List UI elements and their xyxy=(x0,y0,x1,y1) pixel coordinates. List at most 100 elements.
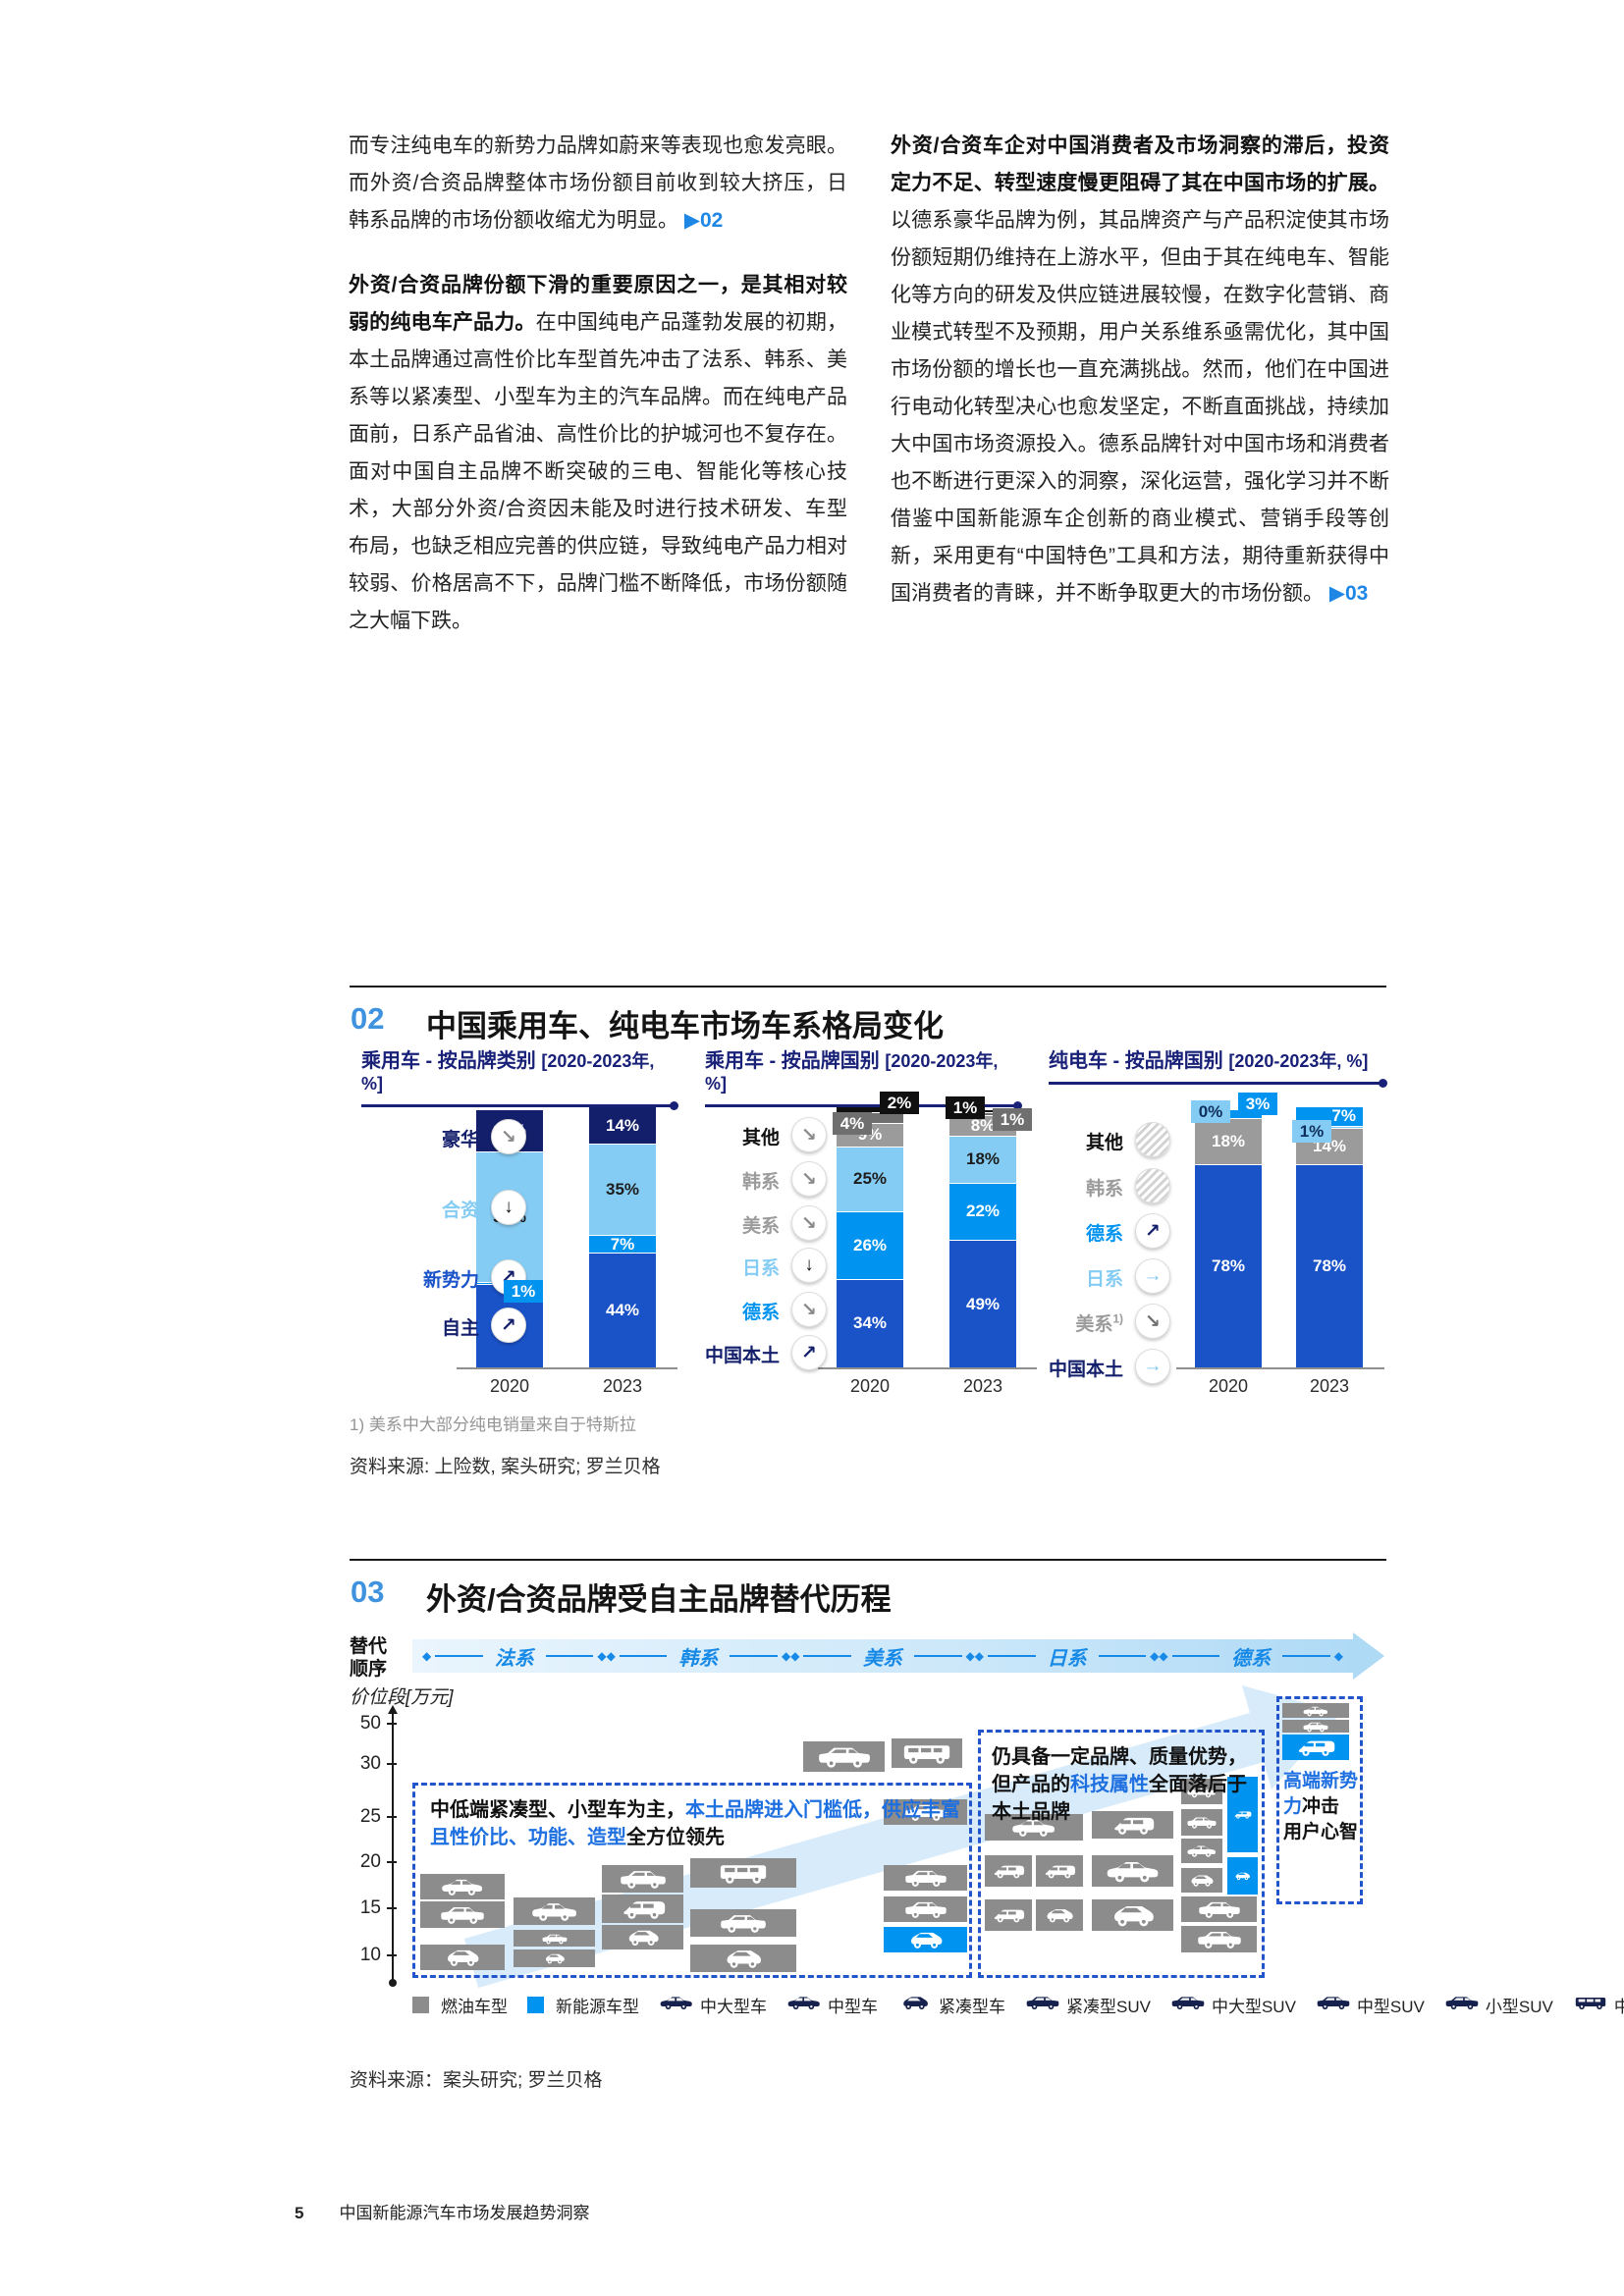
page-footer: 5 中国新能源汽车市场发展趋势洞察 xyxy=(295,2199,589,2223)
y-tick-mark xyxy=(387,1907,397,1909)
annotation-mid: 仍具备一定品牌、质量优势，但产品的科技属性全面落后于本土品牌 xyxy=(992,1746,1247,1823)
legend-swatch xyxy=(412,1997,429,2013)
x-axis-category: 2023 xyxy=(602,1376,643,1396)
bar-callout-label-韩系: 4% xyxy=(833,1112,872,1136)
bar-segment-美系: 18% xyxy=(1195,1117,1262,1165)
figure-ref-03: ▶03 xyxy=(1328,582,1369,605)
legend-trend-arrow-icon: → xyxy=(1135,1258,1170,1294)
y-tick-mark xyxy=(387,1723,397,1725)
legend-vehicle-item: 小型SUV xyxy=(1444,1993,1553,2017)
chart-plot: 9%25%26%34%2%4%20208%18%22%49%1%1%2023其他… xyxy=(704,1092,1037,1412)
legend-trend-arrow-icon: ↘ xyxy=(1135,1304,1170,1339)
ice-vehicle-tile-suv xyxy=(514,1930,595,1947)
stacked-bar-2023: 7% 14% 78% xyxy=(1296,1106,1363,1367)
order-axis-label: 替代顺序 xyxy=(350,1636,388,1680)
y-axis-origin-dot xyxy=(389,1979,397,1987)
bar-segment-中国本土: 78% xyxy=(1195,1164,1262,1367)
ice-vehicle-tile-sedan xyxy=(1181,1839,1222,1863)
bar-callout-label-日系: 0% xyxy=(1191,1099,1230,1123)
ice-vehicle-tile-compact xyxy=(514,1949,595,1967)
bar-callout-label-其他: 1% xyxy=(946,1095,985,1119)
figure-ref-02: ▶02 xyxy=(683,209,724,232)
ice-vehicle-tile-suv xyxy=(803,1741,885,1772)
legend-swatch xyxy=(527,1997,544,2013)
ice-vehicle-tile-suv xyxy=(690,1909,796,1937)
legend-label-合资: 合资 xyxy=(441,1201,479,1221)
annotation-low-end: 中低端紧凑型、小型车为主，本土品牌进入门槛低，供应丰富且性价比、功能、造型全方位… xyxy=(430,1799,960,1848)
paragraph-text: 在中国纯电产品蓬勃发展的初期，本土品牌通过高性价比车型首先冲击了法系、韩系、美系… xyxy=(349,311,848,632)
y-tick-label: 25 xyxy=(359,1806,381,1827)
paragraph-text: 而专注纯电车的新势力品牌如蔚来等表现也愈发亮眼。而外资/合资品牌整体市场份额目前… xyxy=(349,134,847,232)
chart-subtitle: 乘用车 - 按品牌国别 [2020-2023年, %] xyxy=(705,1044,1022,1110)
legend-vehicle-item: 中大型SUV xyxy=(1170,1993,1296,2017)
page-number: 5 xyxy=(295,2204,304,2222)
bar-segment-自主: 44% xyxy=(589,1253,656,1367)
bar-value-label: 44% xyxy=(605,1301,640,1320)
bar-segment-日系: 18% xyxy=(949,1136,1016,1183)
legend-trend-arrow-icon: ↘ xyxy=(791,1292,827,1327)
legend-trend-arrow-icon: ↓ xyxy=(791,1248,827,1283)
paragraph-lead-bold: 外资/合资车企对中国消费者及市场洞察的滞后，投资定力不足、转型速度慢更阻碍了其在… xyxy=(891,134,1389,194)
legend-label-韩系: 韩系 xyxy=(1085,1179,1123,1200)
ice-vehicle-tile-sedan xyxy=(1181,1779,1222,1804)
y-tick-mark xyxy=(387,1816,397,1818)
x-axis xyxy=(1176,1367,1384,1369)
brand-band-segment-法系: ◆ 法系 ◆ xyxy=(422,1647,607,1670)
bar-value-label: 7% xyxy=(610,1234,635,1254)
ice-vehicle-tile-mpv xyxy=(985,1899,1032,1931)
y-tick-label: 10 xyxy=(359,1945,381,1965)
legend-trend-arrow-icon: ↗ xyxy=(491,1308,526,1343)
figure-number: 02 xyxy=(351,1001,385,1036)
x-axis-category: 2023 xyxy=(962,1376,1003,1396)
y-tick-mark xyxy=(387,1861,397,1863)
brand-order-band: ◆ 法系 ◆ ◆ 韩系 ◆ ◆ 美系 ◆ ◆ 日系 ◆ ◆ 德系 ◆ xyxy=(412,1632,1384,1680)
y-tick-mark xyxy=(387,1954,397,1956)
legend-label-其他: 其他 xyxy=(741,1128,780,1148)
x-axis-category: 2020 xyxy=(489,1376,530,1396)
ice-vehicle-tile-mpv xyxy=(1092,1811,1173,1839)
x-axis-category: 2023 xyxy=(1309,1376,1350,1396)
bar-value-label: 7% xyxy=(1331,1106,1356,1126)
legend-label-中国本土: 中国本土 xyxy=(704,1346,780,1366)
section-divider xyxy=(350,986,1386,988)
bar-segment-其他 xyxy=(837,1107,903,1113)
legend-trend-arrow-icon: ↗ xyxy=(1135,1213,1170,1249)
bar-value-label: 49% xyxy=(965,1294,1001,1313)
legend-trend-arrow-icon: ↓ xyxy=(491,1190,526,1225)
legend-vehicle-item: 紧凑型车 xyxy=(897,1993,1005,2017)
bar-callout-label-日系: 1% xyxy=(1292,1119,1331,1143)
ice-vehicle-tile-suv xyxy=(884,1799,967,1825)
figure-footnote: 1) 美系中大部分纯电销量来自于特斯拉 xyxy=(350,1415,636,1434)
legend-label-德系: 德系 xyxy=(741,1303,780,1323)
legend-vehicle-item: 中大型车 xyxy=(659,1993,767,2017)
legend-label-中国本土: 中国本土 xyxy=(1048,1360,1123,1380)
ice-vehicle-tile-mpv xyxy=(1036,1855,1083,1887)
article-left-column: 而专注纯电车的新势力品牌如蔚来等表现也愈发亮眼。而外资/合资品牌整体市场份额目前… xyxy=(349,128,847,667)
legend-trend-arrow-icon: ↘ xyxy=(491,1119,526,1154)
legend-label-豪华: 豪华 xyxy=(441,1130,479,1150)
chart-passenger-by-brand-type: 乘用车 - 按品牌类别 [2020-2023年, %] 16%50%32%1%2… xyxy=(361,1044,678,1417)
bar-value-label: 78% xyxy=(1211,1256,1246,1276)
y-axis-arrow xyxy=(388,1705,398,1714)
ice-vehicle-tile-sedan xyxy=(514,1897,595,1925)
legend-vehicle-item: 中型车 xyxy=(786,1993,878,2017)
stacked-bar-2020: 18% 78% xyxy=(1195,1109,1262,1367)
bar-segment-豪华: 14% xyxy=(589,1107,656,1145)
brand-band-segment-德系: ◆ 德系 ◆ xyxy=(1159,1647,1343,1670)
suv-icon xyxy=(1025,1995,1060,2015)
bar-value-label: 78% xyxy=(1312,1256,1347,1276)
bar-value-label: 18% xyxy=(965,1149,1001,1169)
legend-label-美系: 美系1) xyxy=(1075,1311,1123,1335)
legend-label-新势力: 新势力 xyxy=(422,1270,479,1291)
ice-vehicle-tile-sedan xyxy=(420,1874,505,1899)
sedan-icon xyxy=(786,1995,822,2015)
legend-label-其他: 其他 xyxy=(1085,1133,1123,1153)
ice-vehicle-tile-mpv xyxy=(602,1895,683,1923)
bar-callout-label-新势力: 1% xyxy=(504,1279,543,1303)
chart-passenger-by-brand-origin: 乘用车 - 按品牌国别 [2020-2023年, %] 9%25%26%34%2… xyxy=(704,1044,1037,1417)
ice-vehicle-tile-suv xyxy=(884,1896,967,1922)
annotation-box-low-end xyxy=(412,1783,972,1978)
bar-value-label: 35% xyxy=(605,1179,640,1199)
figure-source: 资料来源：案头研究; 罗兰贝格 xyxy=(350,2070,603,2091)
